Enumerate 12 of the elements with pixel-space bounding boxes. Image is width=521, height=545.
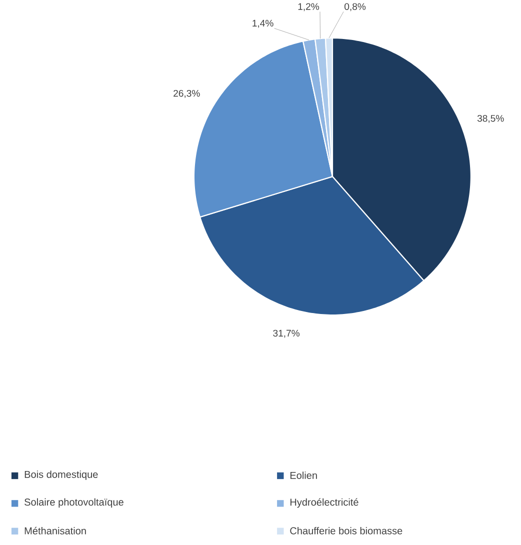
legend-label: Hydroélectricité bbox=[290, 498, 358, 508]
data-label: 31,7% bbox=[273, 330, 300, 338]
legend-label: Eolien bbox=[290, 472, 318, 479]
legend-label: Chaufferie bois biomasse bbox=[290, 526, 402, 534]
legend-label: Méthanisation bbox=[25, 526, 86, 534]
data-label: 1,2% bbox=[298, 3, 320, 12]
legend-label: Solaire photovoltaïque bbox=[24, 498, 124, 508]
data-label: 26,3% bbox=[174, 90, 200, 98]
data-label: 1,4% bbox=[252, 20, 274, 28]
data-label: 38,5% bbox=[478, 114, 504, 123]
legend-label: Bois domestique bbox=[25, 470, 98, 480]
data-label: 0,8% bbox=[344, 3, 366, 12]
